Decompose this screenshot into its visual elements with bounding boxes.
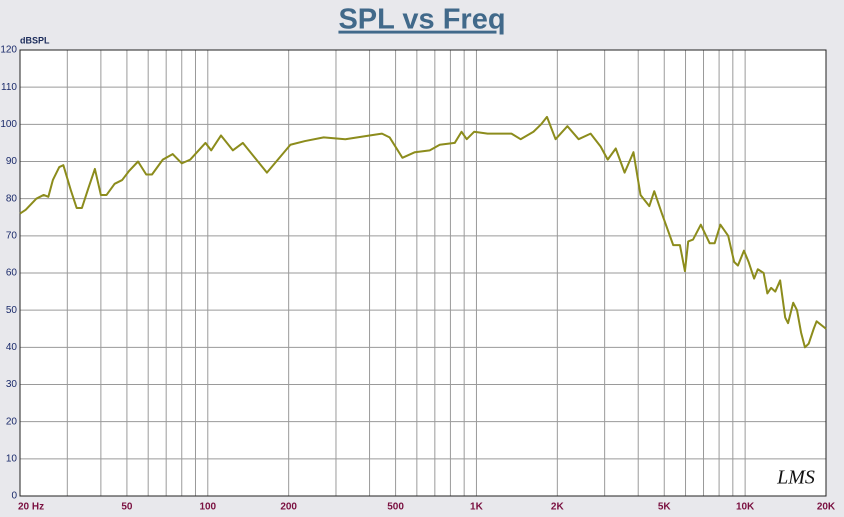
x-tick-label: 20 Hz <box>18 502 44 513</box>
tick-labels: 0 10 20 30 40 50 60 70 80 90 100 110 120 20 Hz 50 100 20… <box>0 45 836 513</box>
x-tick-label: 500 <box>387 502 404 513</box>
y-tick-label: 60 <box>6 268 18 279</box>
grid <box>19 49 827 497</box>
y-tick-label: 110 <box>1 82 17 93</box>
y-tick-label: 20 <box>6 416 18 427</box>
x-tick-label: 200 <box>280 502 297 513</box>
x-tick-label: 100 <box>199 502 216 513</box>
x-tick-label: 10K <box>736 502 755 513</box>
logo: LMS <box>776 467 815 489</box>
x-tick-label: 2K <box>551 502 565 513</box>
x-tick-label: 1K <box>470 502 484 513</box>
chart-title: SPL vs Freq <box>338 4 505 36</box>
y-tick-label: 0 <box>11 491 17 502</box>
y-tick-label: 80 <box>6 193 18 204</box>
x-tick-label: 5K <box>658 502 672 513</box>
y-tick-label: 30 <box>6 379 18 390</box>
y-tick-label: 120 <box>0 45 17 56</box>
plot-border <box>19 49 827 497</box>
x-tick-label: 20K <box>817 502 836 513</box>
y-tick-label: 70 <box>6 230 18 241</box>
y-tick-label: 100 <box>0 119 17 130</box>
y-axis-label: dBSPL <box>20 35 50 45</box>
y-tick-label: 40 <box>6 342 18 353</box>
y-tick-label: 10 <box>6 453 18 464</box>
x-tick-label: 50 <box>121 502 133 513</box>
y-tick-label: 50 <box>6 305 18 316</box>
spl-curve <box>19 115 827 349</box>
y-tick-label: 90 <box>6 156 18 167</box>
